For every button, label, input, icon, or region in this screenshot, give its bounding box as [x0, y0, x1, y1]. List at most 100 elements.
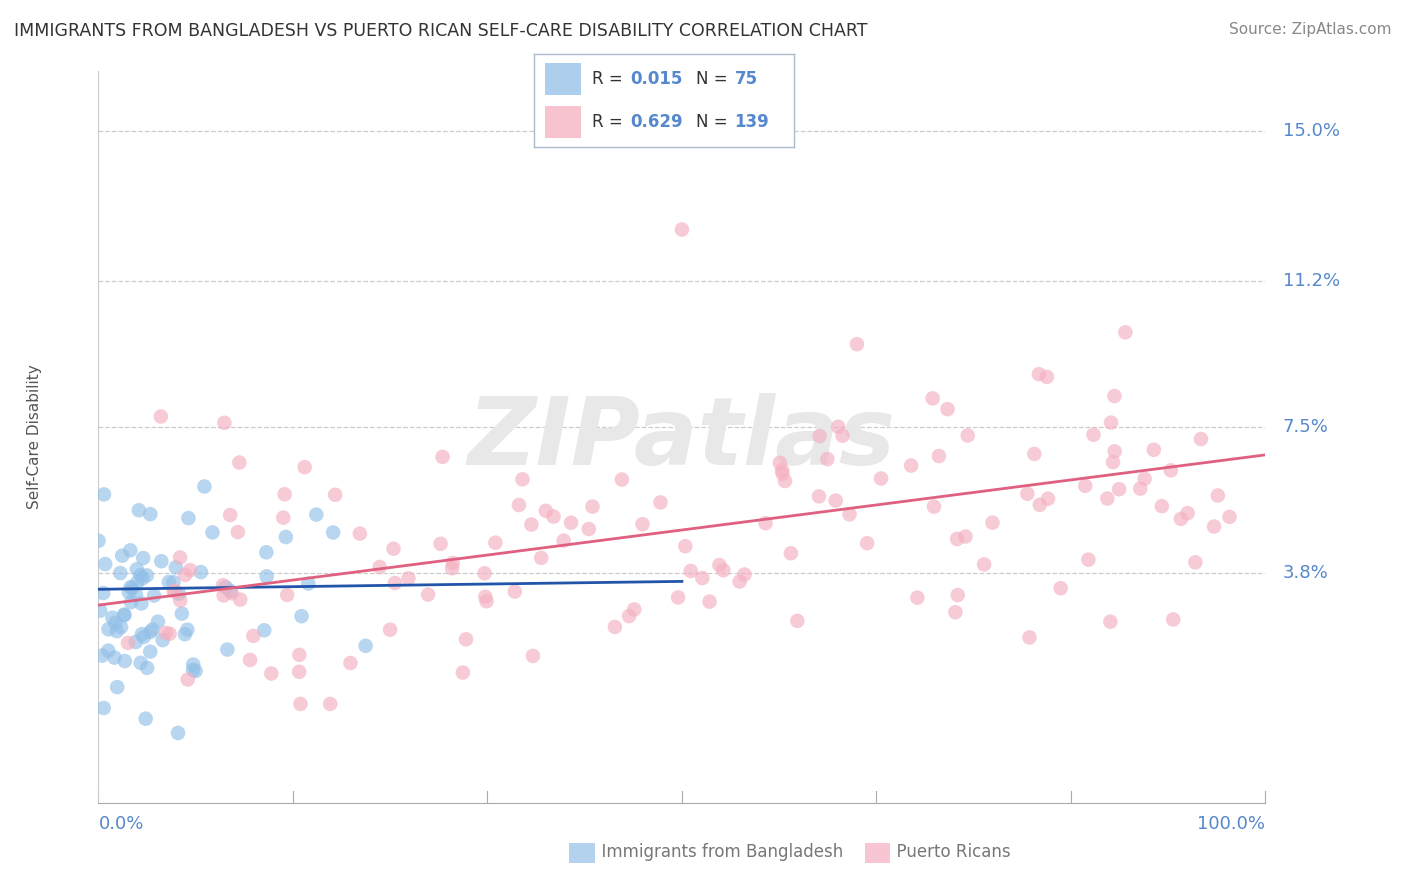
- Point: [1114, 326, 1136, 340]
- Point: [215, 580, 238, 594]
- Point: [177, 511, 200, 525]
- Point: [1161, 612, 1184, 626]
- Point: [921, 392, 943, 406]
- Point: [105, 624, 128, 639]
- Point: [396, 571, 419, 585]
- Point: [110, 620, 132, 634]
- Point: [441, 561, 464, 575]
- Point: [181, 657, 204, 672]
- Point: [129, 568, 152, 582]
- Point: [474, 590, 496, 604]
- Point: [709, 558, 731, 572]
- Point: [846, 337, 869, 351]
- Point: [120, 580, 142, 594]
- Point: [1108, 482, 1130, 496]
- Point: [1018, 631, 1040, 645]
- Point: [711, 563, 734, 577]
- Point: [770, 463, 793, 477]
- Point: [290, 609, 312, 624]
- Text: Self-Care Disability: Self-Care Disability: [27, 365, 42, 509]
- Point: [692, 571, 714, 585]
- Point: [131, 627, 153, 641]
- Point: [139, 507, 162, 521]
- Point: [103, 650, 125, 665]
- Point: [149, 409, 172, 424]
- Text: ZIPatlas: ZIPatlas: [468, 393, 896, 485]
- Point: [93, 487, 115, 501]
- Point: [610, 473, 633, 487]
- Point: [936, 402, 959, 417]
- Point: [807, 489, 830, 503]
- Point: [117, 636, 139, 650]
- Point: [242, 629, 264, 643]
- Point: [1133, 472, 1156, 486]
- Point: [322, 525, 344, 540]
- Point: [1049, 581, 1071, 595]
- Point: [94, 557, 117, 571]
- Point: [553, 533, 575, 548]
- Point: [136, 661, 159, 675]
- Point: [339, 656, 361, 670]
- Point: [856, 536, 879, 550]
- Point: [922, 500, 945, 514]
- Point: [617, 609, 640, 624]
- Point: [131, 571, 153, 585]
- Point: [474, 566, 496, 581]
- Point: [288, 665, 311, 679]
- Point: [831, 428, 853, 442]
- Point: [174, 568, 197, 582]
- Point: [769, 456, 792, 470]
- Point: [522, 648, 544, 663]
- Point: [772, 467, 794, 481]
- Point: [290, 697, 312, 711]
- Text: Immigrants from Bangladesh: Immigrants from Bangladesh: [591, 843, 842, 861]
- Point: [150, 554, 173, 568]
- Point: [671, 222, 693, 236]
- Point: [163, 584, 186, 599]
- Point: [179, 563, 201, 577]
- Point: [170, 607, 193, 621]
- Point: [955, 529, 977, 543]
- Point: [104, 615, 127, 630]
- Point: [201, 525, 224, 540]
- Point: [89, 604, 111, 618]
- Point: [1077, 552, 1099, 566]
- Text: 139: 139: [734, 113, 769, 131]
- Point: [136, 568, 159, 582]
- Point: [773, 474, 796, 488]
- Point: [905, 591, 928, 605]
- Point: [219, 508, 242, 522]
- Text: 3.8%: 3.8%: [1282, 565, 1329, 582]
- Point: [120, 543, 142, 558]
- Text: Puerto Ricans: Puerto Ricans: [886, 843, 1011, 861]
- Point: [118, 585, 141, 599]
- Point: [274, 530, 297, 544]
- Point: [1099, 416, 1122, 430]
- Point: [159, 626, 181, 640]
- Point: [125, 562, 148, 576]
- Point: [125, 588, 148, 602]
- Point: [139, 624, 162, 639]
- Point: [631, 517, 654, 532]
- Text: Source: ZipAtlas.com: Source: ZipAtlas.com: [1229, 22, 1392, 37]
- Point: [946, 532, 969, 546]
- Text: 75: 75: [734, 70, 758, 87]
- Point: [132, 551, 155, 566]
- Point: [945, 605, 967, 619]
- Point: [503, 584, 526, 599]
- Point: [728, 574, 751, 589]
- Point: [87, 533, 110, 548]
- Point: [105, 680, 128, 694]
- Point: [981, 516, 1004, 530]
- Point: [623, 602, 645, 616]
- Text: 100.0%: 100.0%: [1198, 814, 1265, 832]
- Point: [1104, 389, 1126, 403]
- Point: [181, 663, 204, 677]
- Point: [155, 625, 177, 640]
- Point: [142, 623, 165, 637]
- Point: [786, 614, 808, 628]
- Point: [650, 495, 672, 509]
- Point: [127, 575, 149, 590]
- Point: [973, 558, 995, 572]
- Point: [512, 472, 534, 486]
